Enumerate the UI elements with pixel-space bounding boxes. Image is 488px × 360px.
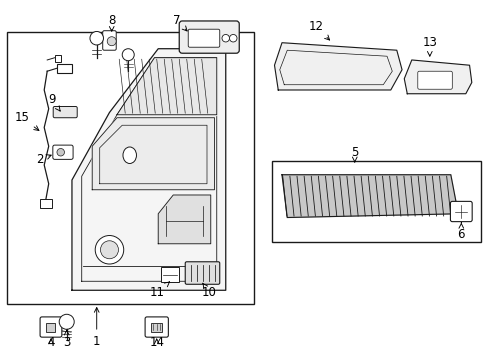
Text: 10: 10: [202, 283, 216, 299]
Text: 8: 8: [108, 14, 115, 31]
Polygon shape: [92, 118, 214, 190]
Text: 3: 3: [63, 330, 70, 349]
FancyBboxPatch shape: [449, 201, 471, 222]
FancyBboxPatch shape: [40, 317, 61, 337]
FancyBboxPatch shape: [188, 29, 219, 47]
Polygon shape: [72, 49, 225, 290]
Text: 15: 15: [14, 111, 39, 130]
Polygon shape: [274, 43, 401, 90]
Circle shape: [59, 314, 74, 329]
Bar: [55, 55, 61, 62]
Text: 13: 13: [422, 36, 436, 56]
Polygon shape: [282, 175, 457, 217]
FancyBboxPatch shape: [145, 317, 168, 337]
FancyBboxPatch shape: [53, 107, 77, 118]
Text: 14: 14: [149, 336, 164, 349]
Polygon shape: [404, 60, 471, 94]
Circle shape: [90, 31, 103, 45]
Text: 7: 7: [173, 14, 187, 31]
Polygon shape: [117, 58, 216, 115]
Circle shape: [57, 148, 64, 156]
Ellipse shape: [100, 241, 118, 259]
Circle shape: [107, 37, 116, 46]
Circle shape: [222, 35, 229, 42]
Bar: [272, 161, 480, 242]
Text: 9: 9: [48, 93, 60, 111]
Text: 11: 11: [149, 282, 169, 299]
Circle shape: [229, 35, 237, 42]
Text: 1: 1: [93, 307, 100, 348]
Bar: [151, 323, 162, 332]
Bar: [57, 64, 72, 73]
Ellipse shape: [122, 147, 136, 163]
Text: 5: 5: [350, 146, 358, 162]
FancyBboxPatch shape: [417, 71, 451, 89]
Text: 4: 4: [47, 336, 55, 349]
Bar: [41, 199, 52, 208]
Ellipse shape: [95, 235, 123, 264]
FancyBboxPatch shape: [102, 31, 116, 50]
Circle shape: [122, 49, 134, 61]
Bar: [7, 32, 254, 304]
Polygon shape: [158, 195, 210, 244]
Text: 2: 2: [36, 153, 51, 166]
Text: 6: 6: [457, 223, 464, 241]
Text: 12: 12: [307, 20, 329, 40]
FancyBboxPatch shape: [179, 21, 239, 53]
Bar: [46, 323, 55, 332]
FancyBboxPatch shape: [185, 262, 219, 284]
FancyBboxPatch shape: [53, 145, 73, 159]
FancyBboxPatch shape: [161, 267, 179, 282]
